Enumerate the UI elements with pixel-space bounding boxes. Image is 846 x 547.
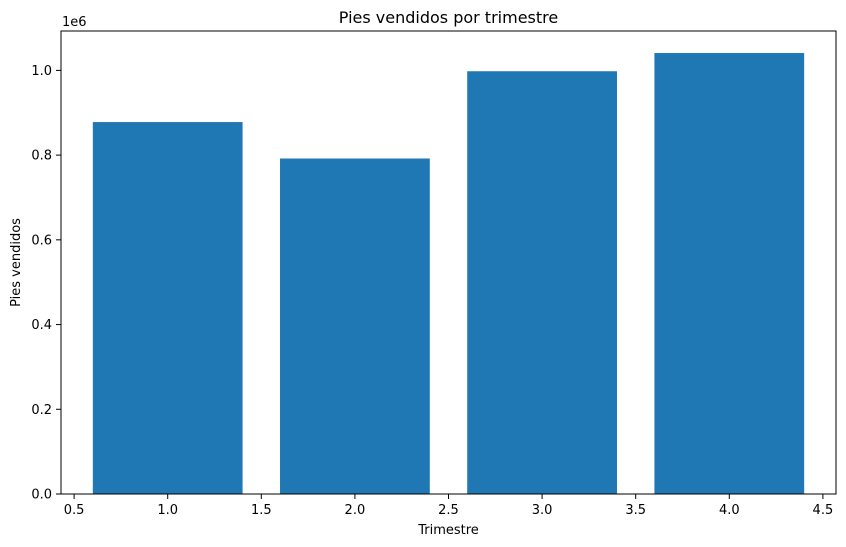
x-tick-label: 1.0	[157, 503, 178, 518]
y-tick-label: 0.6	[31, 233, 52, 248]
bar-3	[467, 71, 617, 494]
bars-group	[92, 53, 805, 495]
plot-frame	[60, 30, 837, 495]
x-tick-label: 1.5	[251, 503, 272, 518]
x-tick-label: 0.5	[64, 503, 85, 518]
chart-title: Pies vendidos por trimestre	[339, 8, 558, 27]
bar-2	[280, 158, 430, 494]
x-axis: 0.5 1.0 1.5 2.0 2.5 3.0 3.5 4.0 4.5	[64, 494, 833, 518]
y-tick-label: 1.0	[31, 64, 52, 79]
y-axis: 0.0 0.2 0.4 0.6 0.8 1.0	[31, 64, 61, 503]
x-axis-title: Trimestre	[417, 523, 479, 538]
x-tick-label: 2.5	[438, 503, 459, 518]
x-tick-label: 4.0	[719, 503, 740, 518]
y-offset-label: 1e6	[62, 15, 87, 30]
bar-4	[654, 53, 805, 495]
x-tick-label: 4.5	[813, 503, 834, 518]
y-tick-label: 0.4	[31, 318, 52, 333]
y-tick-label: 0.2	[31, 403, 52, 418]
x-tick-label: 3.5	[625, 503, 646, 518]
bar-1	[92, 122, 243, 495]
x-tick-label: 2.0	[345, 503, 366, 518]
x-tick-label: 3.0	[532, 503, 553, 518]
y-axis-title: Pies vendidos	[9, 218, 24, 307]
y-tick-label: 0.0	[31, 488, 52, 503]
y-tick-label: 0.8	[31, 149, 52, 164]
